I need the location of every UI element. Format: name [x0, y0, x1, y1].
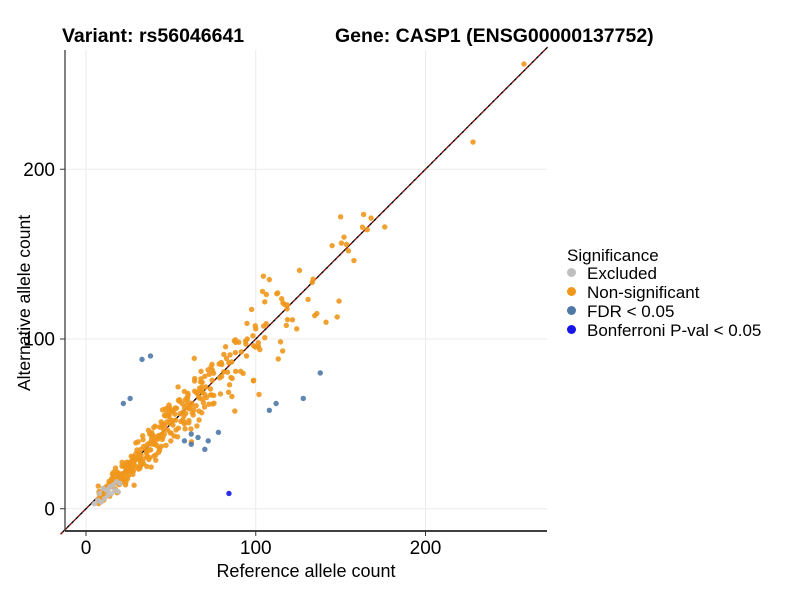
svg-text:0: 0 — [44, 499, 55, 520]
svg-text:200: 200 — [410, 538, 442, 559]
svg-text:200: 200 — [23, 160, 55, 181]
svg-text:0: 0 — [81, 538, 92, 559]
svg-text:100: 100 — [240, 538, 272, 559]
